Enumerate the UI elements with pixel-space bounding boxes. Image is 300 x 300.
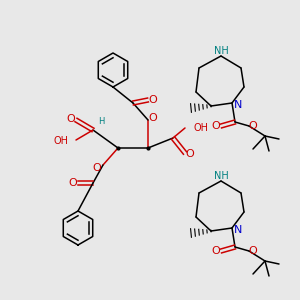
Text: O: O (69, 178, 77, 188)
Text: NH: NH (214, 46, 228, 56)
Text: O: O (249, 246, 257, 256)
Text: N: N (234, 100, 242, 110)
Text: O: O (148, 95, 158, 105)
Text: O: O (249, 121, 257, 131)
Text: O: O (212, 121, 220, 131)
Text: O: O (212, 246, 220, 256)
Text: O: O (186, 149, 194, 159)
Text: NH: NH (214, 171, 228, 181)
Text: H: H (98, 118, 104, 127)
Text: OH: OH (53, 136, 68, 146)
Text: O: O (67, 114, 75, 124)
Text: O: O (148, 113, 158, 123)
Text: OH: OH (194, 123, 209, 133)
Text: N: N (234, 225, 242, 235)
Text: O: O (93, 163, 101, 173)
